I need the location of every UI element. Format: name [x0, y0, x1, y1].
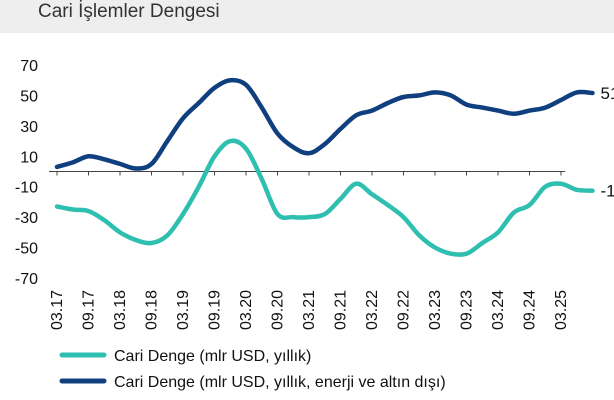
x-tick-label: 03.23 [427, 290, 444, 330]
series-layer [54, 77, 595, 257]
series-line-1 [54, 138, 595, 257]
x-tick-label: 09.19 [207, 290, 224, 330]
y-tick-label: 10 [20, 149, 38, 166]
x-tick-label: 09.22 [396, 290, 413, 330]
legend: Cari Denge (mlr USD, yıllık) Cari Denge (… [59, 348, 446, 391]
x-tick-label: 09.17 [81, 290, 98, 330]
x-tick-label: 09.24 [522, 290, 539, 330]
x-axis: 03.17 09.17 03.18 09.18 03.19 09.19 03.20 09.20… [49, 171, 570, 330]
x-tick-label: 03.18 [112, 290, 129, 330]
y-axis: 70 50 30 10 -10 -30 -50 -70 [15, 58, 38, 288]
x-tick-label: 09.18 [144, 290, 161, 330]
y-tick-label: 50 [20, 88, 38, 105]
y-tick-label: -30 [15, 210, 38, 227]
x-tick-label: 09.20 [270, 290, 287, 330]
chart-title: Cari İşlemler Dengesi [38, 1, 220, 22]
x-tick-label: 03.22 [364, 290, 381, 330]
title-bar: Cari İşlemler Dengesi [0, 0, 614, 33]
x-tick-label: 03.17 [49, 290, 66, 330]
y-tick-label: -10 [15, 180, 38, 197]
y-tick-label: 70 [20, 58, 38, 75]
y-tick-label: -50 [15, 241, 38, 258]
series-line-2 [54, 77, 595, 171]
y-tick-label: -70 [15, 271, 38, 288]
x-tick-label: 09.21 [333, 290, 350, 330]
series-end-label-2: 51,6 [601, 84, 614, 103]
x-tick-label: 03.25 [553, 290, 570, 330]
x-tick-label: 03.19 [175, 290, 192, 330]
x-tick-label: 03.21 [301, 290, 318, 330]
y-tick-label: 30 [20, 119, 38, 136]
x-tick-label: 03.20 [238, 290, 255, 330]
x-tick-label: 09.23 [459, 290, 476, 330]
end-labels: -12,6 51,6 [601, 84, 614, 201]
legend-label-2: Cari Denge (mlr USD, yıllık, enerji ve a… [114, 374, 446, 391]
x-tick-label: 03.24 [490, 290, 507, 330]
series-end-label-1: -12,6 [601, 182, 614, 201]
legend-label-1: Cari Denge (mlr USD, yıllık) [114, 348, 311, 365]
